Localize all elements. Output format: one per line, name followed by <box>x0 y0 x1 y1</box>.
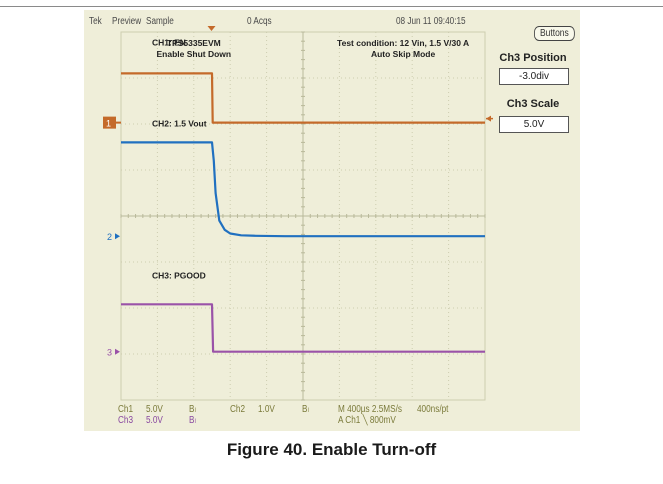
preview-label: Preview <box>112 16 142 27</box>
figure-caption: Figure 40. Enable Turn-off <box>226 440 437 459</box>
ch3-scale-title: Ch3 Scale <box>506 98 560 110</box>
trace-label-ch1: CH1: EN <box>152 37 186 47</box>
ch3-label: Ch3 <box>118 415 134 426</box>
board-title-line1: TPS5335EVM <box>167 38 221 48</box>
trace-2 <box>121 141 485 238</box>
buttons-button[interactable]: Buttons <box>534 26 575 41</box>
board-title-line2: Enable Shut Down <box>156 49 231 59</box>
test-condition-line2: Auto Skip Mode <box>371 49 435 59</box>
sample-label: Sample <box>146 16 174 27</box>
top-rule <box>0 6 663 7</box>
ch3-position-value[interactable]: -3.0div <box>499 68 569 85</box>
ch2-label: Ch2 <box>230 404 246 415</box>
oscilloscope-screen: Tek Preview Sample 0 Acqs 08 Jun 11 09:4… <box>84 10 580 431</box>
brand-label: Tek <box>89 16 102 27</box>
graticule <box>120 31 486 401</box>
ch3-scale-value[interactable]: 5.0V <box>499 116 569 133</box>
channel-marker-layer: 1 2 3 <box>103 26 493 358</box>
ch2-bw-icon: Bₗ <box>302 404 309 415</box>
acq-count: 0 Acqs <box>247 16 272 27</box>
label-layer: CH1: EN CH2: 1.5 Vout CH3: PGOOD TPS5335EVM… <box>152 37 469 280</box>
trace-1 <box>121 72 485 124</box>
trace-3 <box>121 303 485 353</box>
ch1-scale: 5.0V <box>146 404 163 415</box>
ch2-marker-number: 2 <box>107 232 112 242</box>
ch1-marker-number: 1 <box>106 119 111 129</box>
trigger-position-marker <box>207 26 216 31</box>
ch3-ground-marker <box>115 348 120 355</box>
trace-layer <box>121 72 485 353</box>
timebase-readout: M 400µs 2.5MS/s <box>338 404 402 415</box>
ch3-position-title: Ch3 Position <box>499 52 567 64</box>
ch3-bw-icon: Bₗ <box>189 415 196 426</box>
ch2-scale: 1.0V <box>258 404 275 415</box>
ch1-ground-marker <box>103 116 116 129</box>
trace-label-ch2: CH2: 1.5 Vout <box>152 118 207 128</box>
datetime-label: 08 Jun 11 09:40:15 <box>396 16 466 27</box>
trigger-readout: A Ch1 ╲ 800mV <box>338 415 396 426</box>
ch1-label: Ch1 <box>118 404 134 415</box>
ch2-ground-marker <box>115 233 120 240</box>
waveform-plot: 1 2 3 CH1: EN CH2: 1.5 Vout CH3: PGOOD TPS533… <box>103 26 493 401</box>
record-length: 400ns/pt <box>417 404 449 415</box>
ch1-bw-icon: Bₗ <box>189 404 196 415</box>
trace-label-ch3: CH3: PGOOD <box>152 270 206 280</box>
ch3-marker-number: 3 <box>107 348 112 358</box>
test-condition-line1: Test condition: 12 Vin, 1.5 V/30 A <box>337 38 469 48</box>
ch3-scale: 5.0V <box>146 415 163 426</box>
